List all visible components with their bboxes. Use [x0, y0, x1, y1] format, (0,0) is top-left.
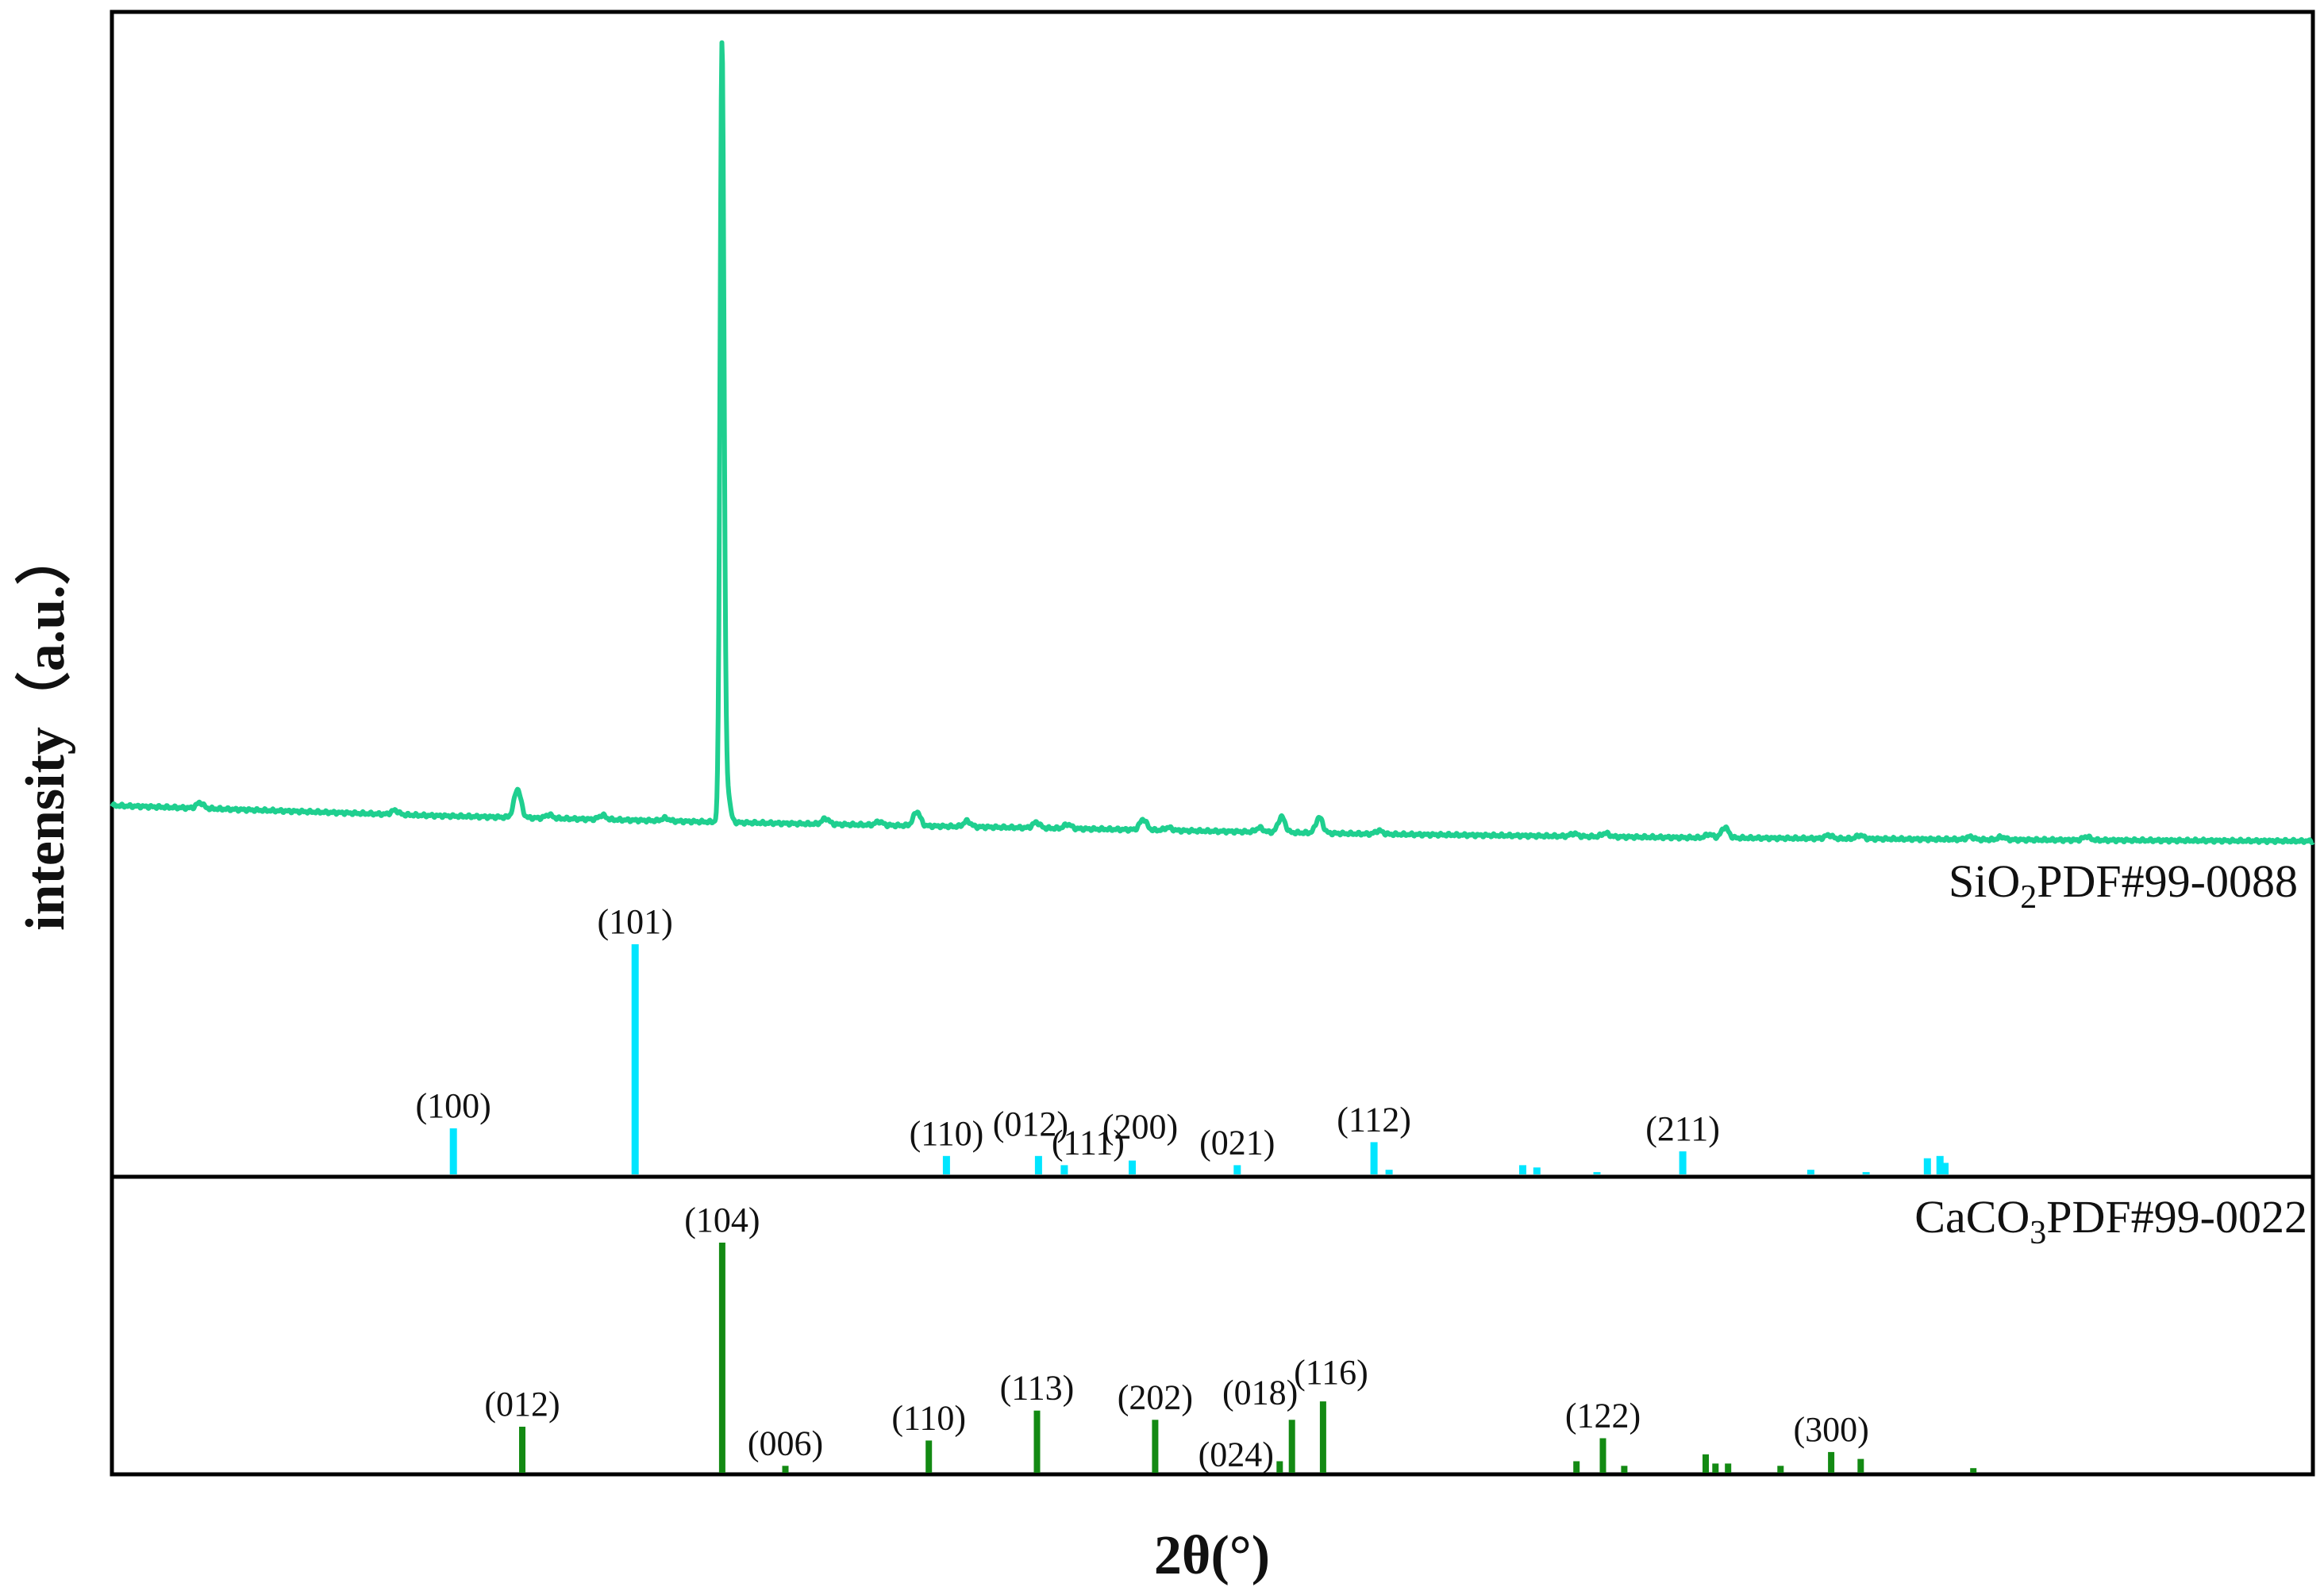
reference-stick [1033, 1410, 1041, 1473]
plot-frame [110, 10, 2315, 1477]
reference-stick [1828, 1451, 1835, 1473]
reference-stick [1679, 1151, 1687, 1174]
reference-stick [1370, 1142, 1378, 1174]
hkl-label: (112) [1337, 1100, 1411, 1139]
hkl-label: (122) [1565, 1397, 1641, 1435]
reference-stick [449, 1128, 457, 1174]
reference-stick [1060, 1165, 1068, 1174]
hkl-label: (111) [1052, 1123, 1125, 1162]
reference-stick [1385, 1170, 1393, 1174]
reference-stick [1923, 1158, 1931, 1174]
y-axis-title: intensity（a.u.） [14, 529, 76, 931]
reference-stick [942, 1155, 950, 1174]
reference-stick [1319, 1401, 1326, 1473]
reference-stick [631, 944, 639, 1174]
hkl-label: (018) [1222, 1373, 1298, 1412]
reference-stick [1519, 1165, 1526, 1174]
reference-stick [718, 1243, 725, 1473]
hkl-label: (200) [1102, 1108, 1178, 1147]
hkl-label: (211) [1645, 1109, 1720, 1148]
sio2-reference-sticks: (100) (101) (110) (012)(111)(200) (021) (112)… [416, 902, 1949, 1174]
reference-stick [1152, 1420, 1159, 1473]
reference-stick [1936, 1155, 1944, 1174]
reference-stick [519, 1427, 525, 1473]
reference-stick [1970, 1468, 1977, 1473]
hkl-label: (101) [598, 902, 673, 941]
reference-stick [782, 1466, 789, 1473]
reference-stick [1276, 1461, 1283, 1473]
reference-stick [1533, 1167, 1541, 1174]
hkl-label: (006) [748, 1424, 823, 1462]
reference-stick [1857, 1458, 1864, 1473]
reference-stick [1621, 1466, 1628, 1473]
caco3-reference-sticks: (012) (104) (006) (110) (113) (202)(024) (018)… [484, 1201, 1977, 1474]
xrd-pattern-line [110, 40, 2315, 845]
hkl-label: (012) [993, 1105, 1068, 1143]
reference-stick [1941, 1162, 1949, 1174]
hkl-label: (012) [484, 1385, 560, 1424]
sio2-reference-label: SiO2PDF#99-0088 [1949, 855, 2298, 916]
reference-stick [1034, 1155, 1042, 1174]
hkl-label: (110) [891, 1398, 966, 1437]
reference-stick [1703, 1454, 1709, 1473]
reference-stick [1288, 1420, 1295, 1473]
hkl-label: (113) [1000, 1369, 1075, 1408]
hkl-label: (104) [684, 1201, 760, 1239]
caco3-reference-label: CaCO3PDF#99-0022 [1914, 1191, 2307, 1251]
reference-stick [1777, 1466, 1784, 1473]
hkl-label: (116) [1294, 1353, 1368, 1392]
hkl-label: (024) [1199, 1435, 1274, 1474]
reference-stick [1725, 1463, 1732, 1473]
reference-stick [1862, 1172, 1870, 1174]
hkl-label: (300) [1793, 1410, 1868, 1449]
reference-stick [1712, 1463, 1719, 1473]
reference-stick [1599, 1438, 1606, 1473]
x-axis-title: 2θ(°) [1154, 1525, 1270, 1586]
reference-stick [1129, 1160, 1136, 1174]
hkl-label: (100) [416, 1086, 491, 1125]
hkl-label: (202) [1118, 1378, 1193, 1416]
reference-stick [925, 1440, 933, 1473]
reference-stick [1593, 1172, 1601, 1174]
reference-stick [1806, 1170, 1814, 1174]
reference-stick [1233, 1165, 1241, 1174]
hkl-label: (021) [1199, 1123, 1275, 1162]
hkl-label: (110) [910, 1114, 984, 1153]
reference-stick [1573, 1461, 1580, 1473]
